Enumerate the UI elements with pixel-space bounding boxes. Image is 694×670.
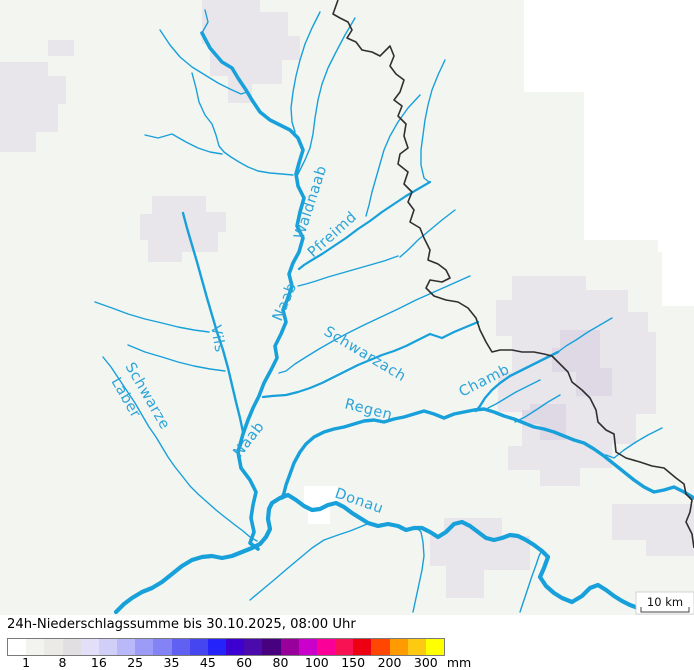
colorbar-segment [44,639,63,655]
colorbar-segment [98,639,118,655]
tributary-stream [144,133,223,155]
river-waldnaab-naab [200,31,306,551]
precipitation-patch [140,196,226,262]
precipitation-patch-dark [552,330,612,396]
tributary-stream [365,94,421,217]
colorbar-tick-label: 45 [199,655,216,670]
scale-bar-box [635,591,694,615]
colorbar-tick-label: 100 [304,655,329,670]
colorbar-segment [407,639,426,655]
scale-bar: 10 km [635,591,694,615]
precipitation-patch [612,504,694,556]
colorbar-segment [80,639,99,655]
colorbar-tick-label: 60 [236,655,253,670]
colorbar-segment [135,639,154,655]
river-vils [181,211,245,453]
precipitation-patch [48,40,74,56]
precipitation-patch [202,0,300,103]
no-data-city-patch [304,486,338,524]
river-label-vils: Vils [207,324,228,354]
tributary-stream [399,209,456,258]
no-data-region [524,0,694,252]
colorbar-segment [389,639,408,655]
colorbar-segment [316,639,336,655]
river-schwarzach [261,320,480,399]
colorbar-segment [207,639,227,655]
colorbar-tick-label: 150 [341,655,366,670]
colorbar-segment [8,639,27,655]
colorbar-tick-label: 35 [163,655,180,670]
river-map-svg: Waldnaab Pfreimd Naab Vils Schwarzach Sc… [0,0,694,615]
tributary-stream [94,301,210,333]
colorbar-tick-label: 16 [90,655,107,670]
tributary-stream [420,59,446,183]
medium-river-group [181,180,560,453]
river-chamb [474,350,560,413]
river-donau [113,492,649,615]
tributary-stream [412,528,425,613]
colorbar-segment [425,639,445,655]
no-data-region [662,252,694,306]
tributary-stream [519,551,542,613]
colorbar-segment [262,639,281,655]
colorbar-segment [244,639,263,655]
tributary-stream [290,11,321,133]
colorbar-tick-label: 80 [272,655,289,670]
colorbar-segment [335,639,354,655]
colorbar-segment [280,639,299,655]
colorbar-segment [353,639,372,655]
scale-bar-ruler [640,607,690,613]
tributary-stream [249,523,368,601]
main-river-group [113,31,694,615]
colorbar-segment [226,639,245,655]
colorbar-tick-label: 1 [22,655,31,670]
tributary-group [94,9,663,613]
river-pfreimd [297,180,432,271]
tributary-stream [605,427,663,459]
colorbar-segment [298,639,317,655]
legend-title: 24h-Niederschlagssumme bis 30.10.2025, 0… [7,617,356,632]
colorbar-segment [26,639,45,655]
colorbar-segment [171,639,190,655]
tributary-stream [127,344,226,372]
scale-bar-label: 10 km [647,595,683,609]
tributary-stream [191,72,294,176]
tributary-stream [487,379,541,409]
tributary-stream [557,317,613,353]
map-canvas: Waldnaab Pfreimd Naab Vils Schwarzach Sc… [0,0,694,615]
precipitation-patch [0,62,66,152]
tributary-stream [514,394,561,423]
precipitation-colorbar [7,638,445,656]
colorbar-segment [62,639,81,655]
colorbar-segment [153,639,172,655]
colorbar-tick-label: 300 [413,655,438,670]
tributary-stream [159,29,248,95]
river-schwarze-laber [102,356,258,542]
tributary-stream [201,9,209,34]
colorbar-unit-label: mm [446,655,472,670]
river-regen [280,407,694,500]
colorbar-tick-label: 8 [58,655,67,670]
colorbar-tick-row: 1 8 16 25 35 45 60 80 100 150 200 300 mm [0,655,694,670]
colorbar-segment [189,639,208,655]
colorbar-segment [371,639,390,655]
tributary-stream [296,17,356,177]
colorbar-segment [117,639,136,655]
colorbar-tick-label: 200 [377,655,402,670]
country-border-line [332,0,694,549]
tributary-stream [297,255,399,287]
colorbar-tick-label: 25 [127,655,144,670]
